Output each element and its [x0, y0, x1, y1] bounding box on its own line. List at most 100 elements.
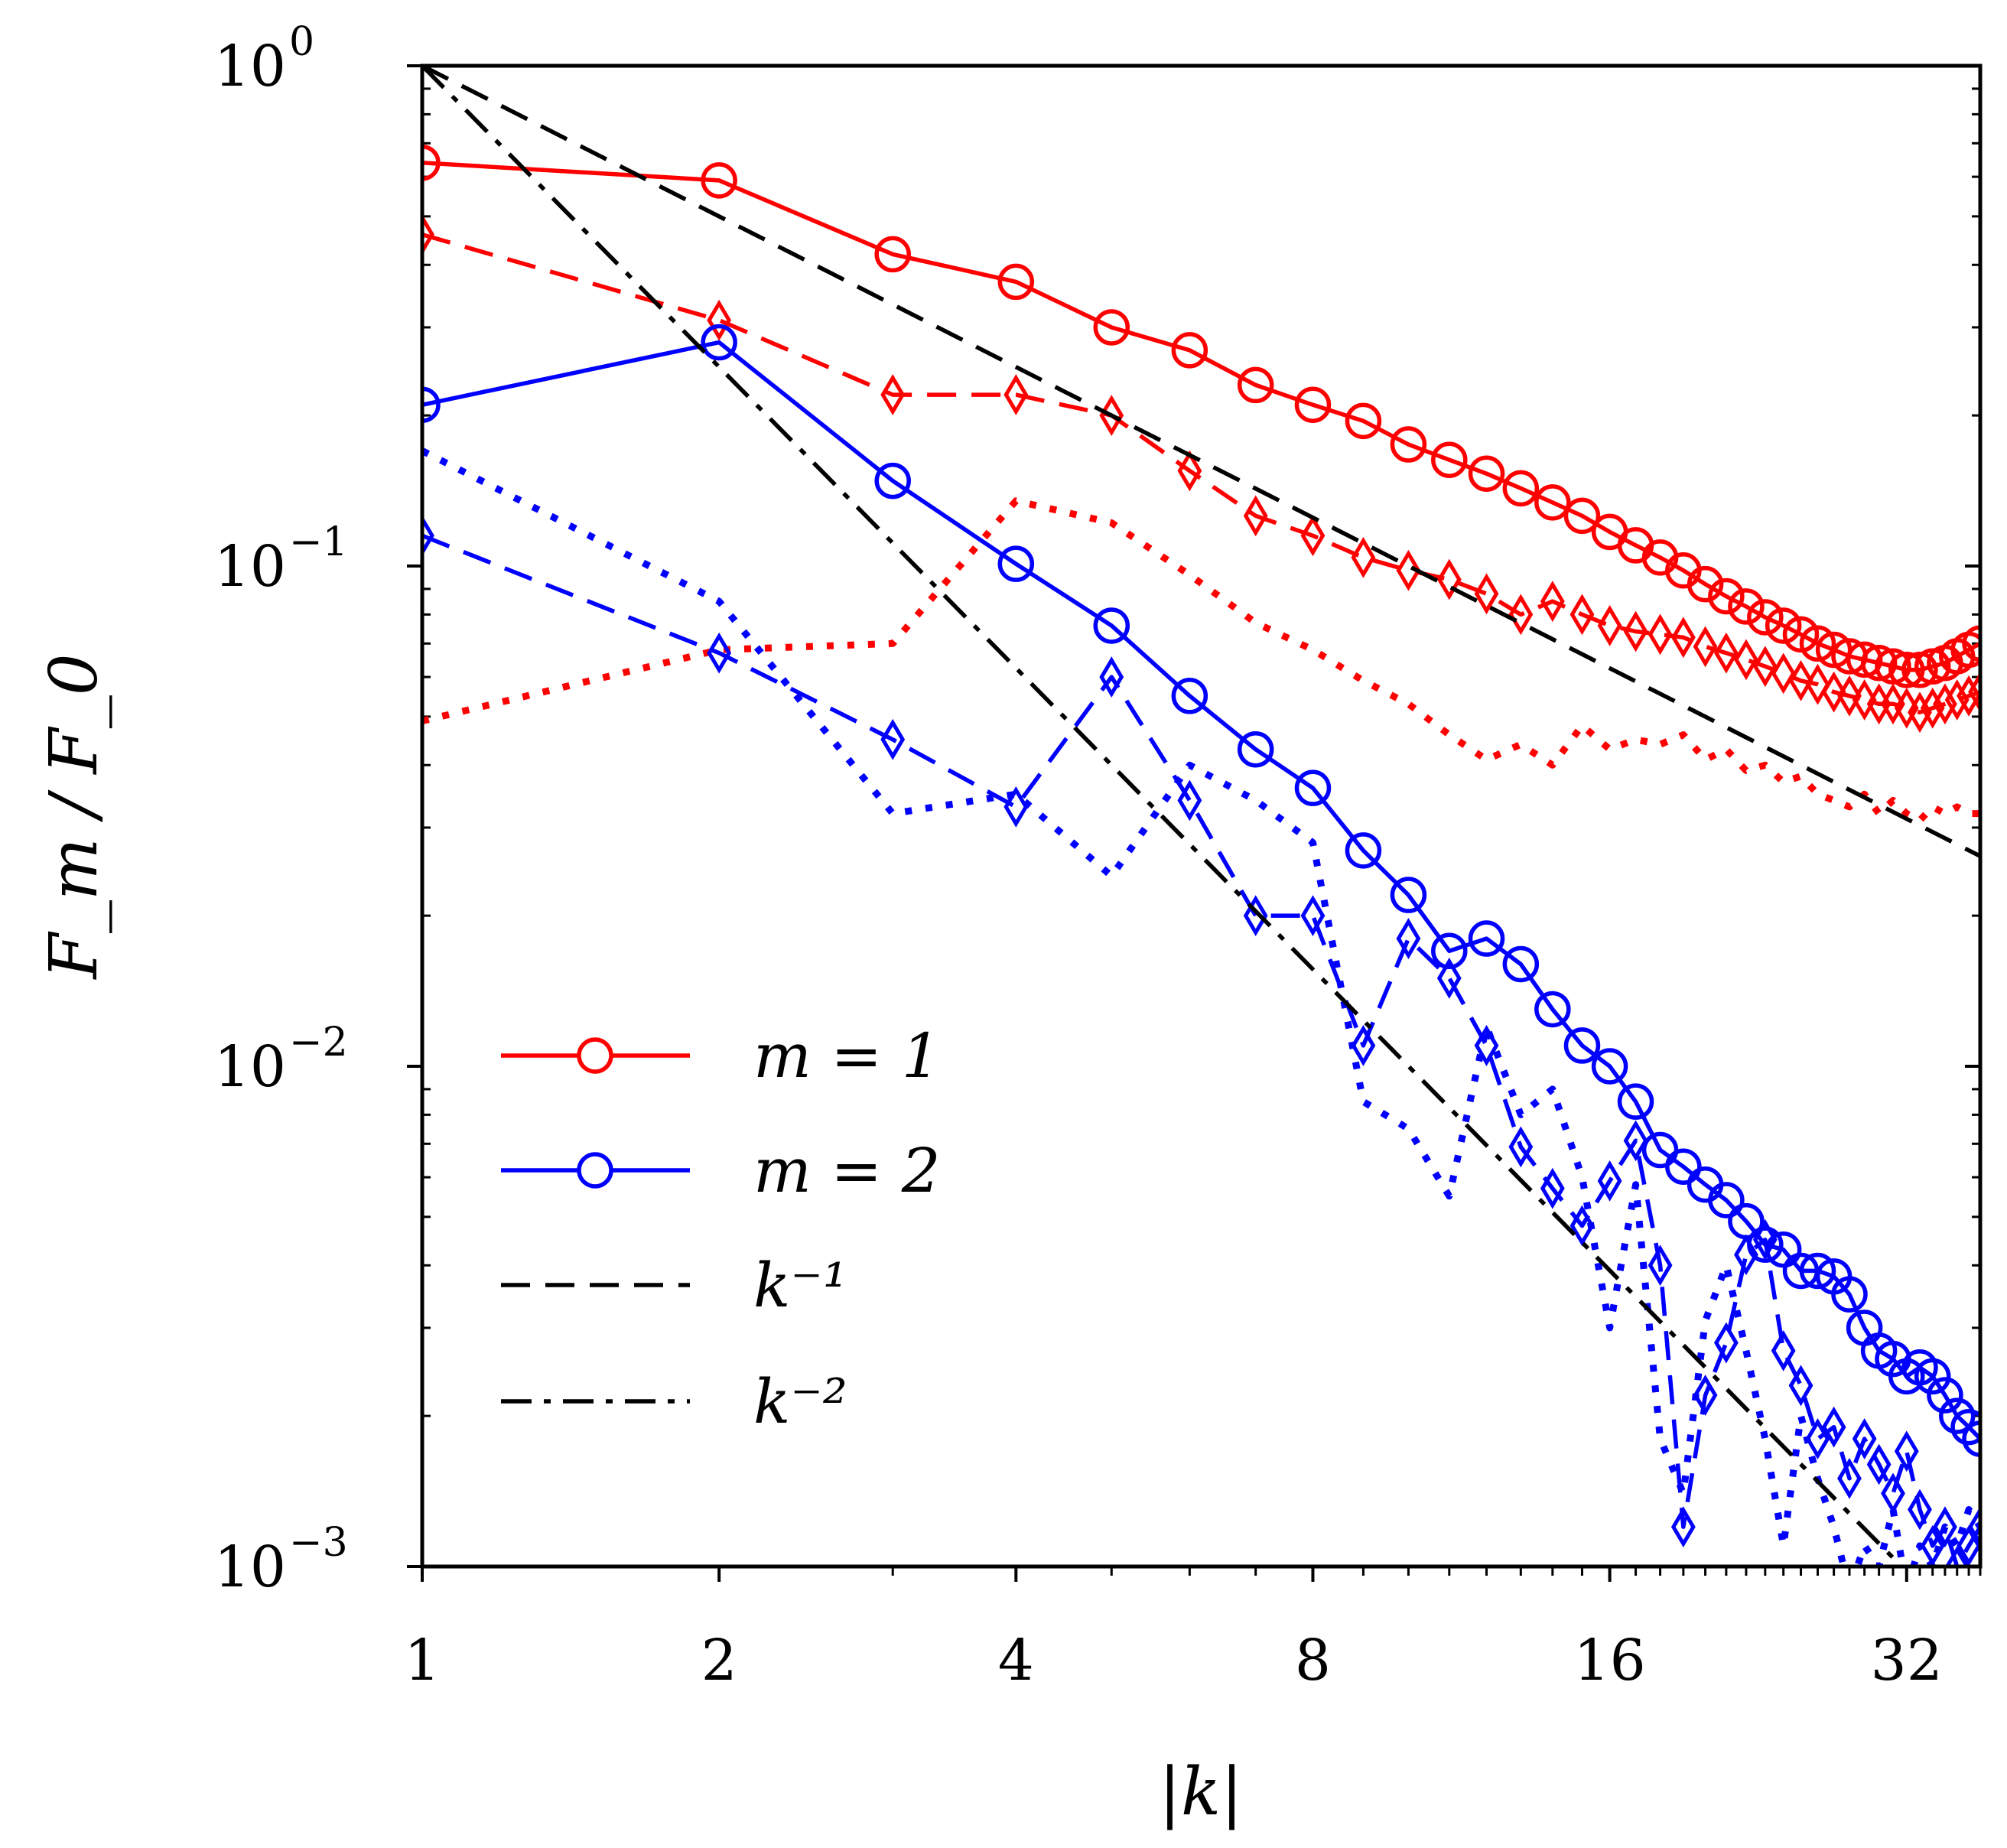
data-point [1908, 1488, 1932, 1531]
y-tick-base: 10 [214, 34, 286, 99]
y-tick-base: 10 [214, 534, 286, 600]
series-1 [422, 213, 1980, 734]
data-point [1597, 1160, 1622, 1202]
data-point [422, 145, 441, 181]
data-point [1390, 877, 1427, 913]
data-point [1728, 588, 1765, 625]
data-point [1799, 625, 1836, 662]
series-layer [422, 66, 1980, 1567]
data-point [1243, 495, 1268, 537]
y-tick-exponent: 0 [289, 19, 314, 65]
data-point [1860, 645, 1898, 682]
legend-label: k⁻² [753, 1366, 847, 1437]
data-point [1782, 616, 1820, 653]
data-point [701, 162, 737, 199]
data-point [1933, 683, 1957, 725]
data-point [1300, 515, 1326, 557]
y-tick-exponent: −3 [289, 1520, 348, 1566]
data-point [1894, 687, 1919, 729]
y-tick-exponent: −1 [289, 519, 348, 565]
data-point [1540, 581, 1565, 623]
x-tick-label: 1 [404, 1628, 440, 1693]
data-point [1771, 1329, 1796, 1371]
x-tick-label: 4 [998, 1628, 1034, 1693]
data-point [1563, 497, 1601, 535]
plot-frame [420, 63, 1983, 1569]
data-point [1436, 558, 1462, 600]
data-point [874, 462, 911, 499]
data-point [1687, 565, 1724, 603]
data-point [1962, 625, 1980, 662]
data-point [1765, 607, 1802, 644]
data-point [1099, 656, 1124, 698]
data-point [1502, 945, 1540, 983]
data-point [1799, 1252, 1836, 1290]
data-point [707, 632, 732, 674]
data-point [1821, 1406, 1846, 1448]
data-point [1894, 1430, 1919, 1472]
data-point [1670, 617, 1696, 659]
data-point [1502, 470, 1540, 507]
data-point [422, 213, 434, 255]
legend-entry-4: k⁻² [501, 1366, 847, 1437]
data-point [1431, 932, 1468, 970]
y-tick-label: 10 −2 [214, 1020, 348, 1100]
data-point [874, 236, 911, 273]
data-point [1821, 671, 1846, 713]
data-point [1805, 663, 1830, 705]
data-point [1938, 1397, 1976, 1434]
legend-entry-2: m = 2 [501, 1135, 941, 1206]
x-tick-label: 2 [701, 1628, 737, 1693]
data-point [1093, 607, 1130, 644]
data-point [701, 324, 737, 361]
y-tick-label: 10 −3 [214, 1520, 348, 1600]
data-point [1534, 484, 1571, 521]
y-tick-label: 10 0 [214, 19, 314, 99]
data-point [1623, 1120, 1648, 1162]
data-point [1351, 536, 1376, 578]
data-point [1831, 1276, 1868, 1313]
data-point [1665, 1148, 1702, 1185]
data-point [1852, 1418, 1877, 1459]
data-point [1171, 332, 1208, 369]
series-0 [422, 145, 1980, 688]
data-point [1294, 386, 1332, 424]
data-point [707, 299, 732, 341]
data-point [1693, 626, 1718, 668]
data-point [1734, 639, 1758, 681]
data-point [1171, 678, 1208, 714]
data-point [1962, 1420, 1980, 1457]
data-point [1888, 652, 1925, 688]
data-point [422, 515, 434, 557]
data-point [1713, 1322, 1739, 1364]
data-point [997, 263, 1035, 301]
data-point [1177, 779, 1202, 822]
legend-marker [577, 1152, 613, 1189]
data-point [1004, 374, 1029, 415]
data-point [1957, 675, 1980, 717]
legend-entry-1: m = 1 [501, 1020, 941, 1092]
data-point [1866, 1443, 1892, 1485]
data-point [1788, 659, 1813, 701]
data-point [1837, 1457, 1862, 1499]
data-point [1950, 1408, 1980, 1446]
data-point [1237, 730, 1274, 768]
data-point [1591, 1048, 1628, 1085]
data-point [1927, 1377, 1963, 1414]
data-point [1648, 613, 1673, 656]
data-point [1914, 1358, 1951, 1395]
data-point [1468, 920, 1505, 957]
legend-label: k⁻¹ [753, 1250, 847, 1321]
y-tick-exponent: −2 [289, 1020, 348, 1066]
data-point [1474, 573, 1499, 615]
data-point [1093, 309, 1130, 346]
data-point [1881, 683, 1905, 725]
data-point [1004, 786, 1029, 828]
data-point [1294, 769, 1332, 806]
data-point [1390, 426, 1427, 463]
series-4 [422, 515, 1980, 1567]
data-point [1752, 1218, 1778, 1261]
data-point [1396, 918, 1421, 959]
data-point [1771, 652, 1796, 695]
